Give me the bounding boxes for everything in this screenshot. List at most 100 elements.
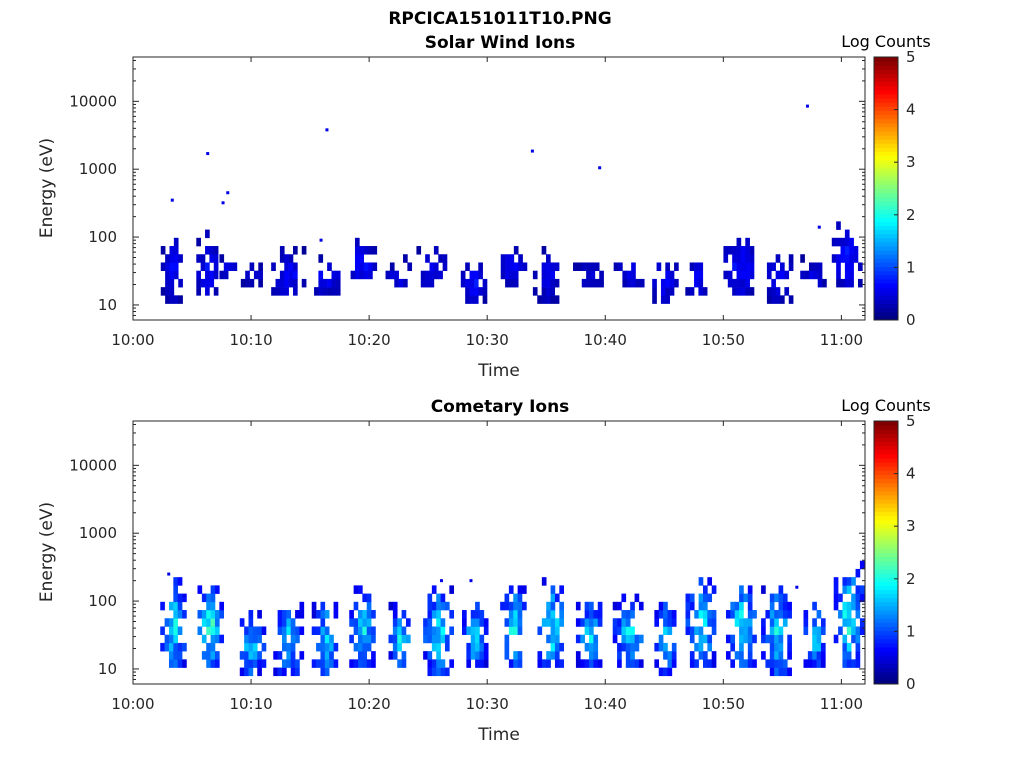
spectrogram-cell bbox=[316, 626, 321, 635]
spectrogram-cell bbox=[286, 651, 291, 660]
spectrogram-cell bbox=[202, 610, 207, 619]
spectrogram-cell bbox=[372, 246, 377, 255]
colorbar-segment bbox=[874, 491, 898, 496]
spectrogram-cell bbox=[741, 271, 746, 280]
spectrogram-cell bbox=[635, 635, 640, 644]
spectrogram-cell bbox=[332, 271, 337, 280]
spectrogram-cell bbox=[249, 668, 254, 677]
spectrogram-cell bbox=[690, 287, 695, 296]
spectrogram-cell bbox=[445, 668, 450, 677]
spectrogram-cell bbox=[686, 626, 691, 635]
spectrogram-cell bbox=[665, 262, 670, 271]
spectrogram-cell bbox=[741, 246, 746, 255]
colorbar-segment bbox=[874, 193, 898, 198]
spectrogram-cell bbox=[215, 610, 220, 619]
spectrogram-cell bbox=[513, 610, 518, 619]
spectrogram-cell bbox=[770, 651, 775, 660]
spectrogram-cell bbox=[776, 254, 781, 263]
spectrogram-cell bbox=[316, 659, 321, 668]
spectrogram-cell bbox=[327, 279, 332, 288]
spectrogram-cell bbox=[779, 602, 784, 611]
spectrogram-cell bbox=[284, 254, 289, 263]
spectrogram-cell bbox=[393, 635, 398, 644]
spectrogram-cell bbox=[169, 643, 174, 652]
spectrogram-cell bbox=[741, 287, 746, 296]
x-tick-label: 10:40 bbox=[584, 695, 627, 713]
spectrogram-cell bbox=[170, 254, 175, 263]
spectrogram-cell bbox=[214, 262, 219, 271]
spectrogram-cell bbox=[312, 610, 317, 619]
spectrogram-cell bbox=[542, 577, 547, 586]
spectrogram-cell bbox=[466, 659, 471, 668]
spectrogram-cell bbox=[389, 635, 394, 644]
spectrogram-cell bbox=[258, 262, 263, 271]
spectrogram-cell bbox=[748, 610, 753, 619]
spectrogram-cell bbox=[593, 610, 598, 619]
spectrogram-cell bbox=[626, 618, 631, 627]
spectrogram-cell bbox=[475, 659, 480, 668]
colorbar-segment bbox=[874, 569, 898, 574]
spectrogram-cell bbox=[659, 610, 664, 619]
spectrogram-cell bbox=[550, 279, 555, 288]
spectrogram-cell bbox=[509, 659, 514, 668]
spectrogram-cell bbox=[741, 279, 746, 288]
spectrogram-cell bbox=[694, 262, 699, 271]
spectrogram-cell bbox=[690, 602, 695, 611]
spectrogram-cell bbox=[686, 618, 691, 627]
spectrogram-cell bbox=[479, 643, 484, 652]
spectrogram-cell bbox=[169, 602, 174, 611]
spectrogram-cell bbox=[423, 651, 428, 660]
colorbar-segment bbox=[874, 127, 898, 132]
spectrogram-cell bbox=[509, 618, 514, 627]
spectrogram-cell bbox=[555, 295, 560, 304]
spectrogram-cell bbox=[770, 626, 775, 635]
spectrogram-cell bbox=[436, 635, 441, 644]
colorbar-segment bbox=[874, 602, 898, 607]
colorbar-segment bbox=[874, 271, 898, 276]
spectrogram-cell bbox=[358, 635, 363, 644]
spectrogram-cell bbox=[206, 626, 211, 635]
spectrogram-cell bbox=[240, 618, 245, 627]
spectrogram-cell bbox=[228, 262, 233, 271]
spectrogram-cell bbox=[325, 635, 330, 644]
colorbar-segment bbox=[874, 291, 898, 296]
spectrogram-cell bbox=[475, 626, 480, 635]
spectrogram-cell bbox=[817, 659, 822, 668]
spectrogram-cell bbox=[174, 271, 179, 280]
y-tick-label: 1000 bbox=[79, 524, 117, 542]
spectrogram-cell bbox=[289, 254, 294, 263]
colorbar-segment bbox=[874, 618, 898, 623]
spectrogram-cell bbox=[599, 271, 604, 280]
spectrogram-cell bbox=[318, 254, 323, 263]
spectrogram-cell bbox=[349, 610, 354, 619]
colorbar-segment bbox=[874, 520, 898, 525]
spectrogram-cell bbox=[707, 610, 712, 619]
spectrogram-cell bbox=[355, 271, 360, 280]
spectrogram-cell bbox=[546, 610, 551, 619]
spectrogram-cell bbox=[390, 262, 395, 271]
spectrogram-cell bbox=[327, 262, 332, 271]
spectrogram-cell bbox=[585, 626, 590, 635]
spectrogram-cell bbox=[783, 610, 788, 619]
spectrogram-cell bbox=[202, 651, 207, 660]
spectrogram-cell bbox=[737, 279, 742, 288]
spectrogram-cell bbox=[371, 626, 376, 635]
spectrogram-cell bbox=[278, 668, 283, 677]
spectrogram-cell bbox=[505, 262, 510, 271]
spectrogram-cell bbox=[316, 643, 321, 652]
spectrogram-cell bbox=[325, 610, 330, 619]
spectrogram-cell bbox=[202, 635, 207, 644]
spectrogram-cell bbox=[690, 262, 695, 271]
spectrogram-cell bbox=[771, 279, 776, 288]
spectrogram-cell bbox=[178, 643, 183, 652]
spectrogram-cell bbox=[582, 262, 587, 271]
spectrogram-cell bbox=[389, 602, 394, 611]
spectrogram-cell bbox=[739, 651, 744, 660]
spectrogram-cell bbox=[359, 271, 364, 280]
spectrogram-cell bbox=[712, 626, 717, 635]
spectrogram-cell bbox=[358, 585, 363, 594]
spectrogram-cell bbox=[842, 643, 847, 652]
spectrogram-cell bbox=[630, 602, 635, 611]
spectrogram-cell bbox=[196, 279, 201, 288]
spectrogram-cell bbox=[851, 594, 856, 603]
